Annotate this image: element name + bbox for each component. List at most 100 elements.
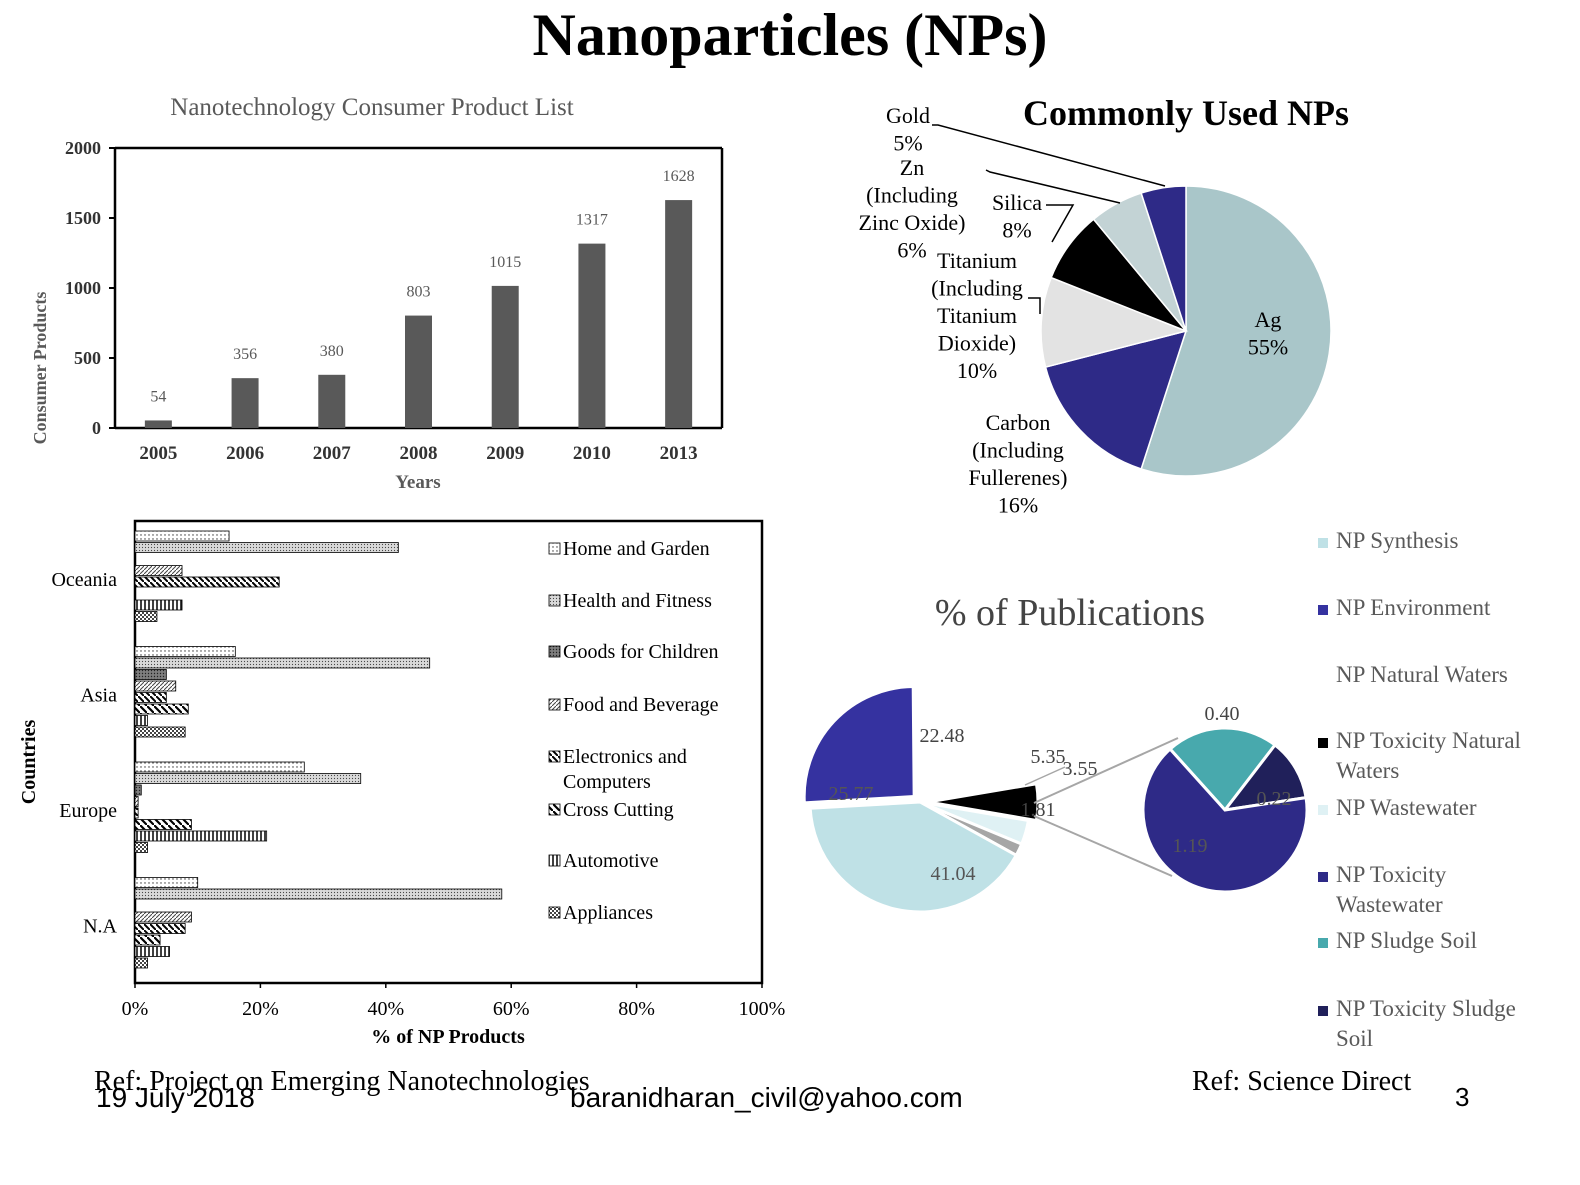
pie-leader-line xyxy=(1046,204,1075,243)
hbar-legend-label: Cross Cutting xyxy=(563,799,674,821)
publication-pie-data-label: 1.81 xyxy=(1021,799,1056,821)
publication-secondary-slice xyxy=(1168,726,1278,813)
hbar xyxy=(134,669,167,680)
publication-legend-label: NP Sludge Soil xyxy=(1336,928,1477,953)
bar-data-label: 380 xyxy=(320,343,344,360)
hbar-legend-swatch xyxy=(548,854,561,867)
hbar xyxy=(134,657,431,669)
hbar xyxy=(134,888,503,900)
bar-chart-y-tick-label: 2000 xyxy=(65,138,101,158)
hbar xyxy=(134,599,183,611)
hbar xyxy=(134,830,268,842)
hbar xyxy=(134,773,362,784)
publication-pie-slice xyxy=(917,690,1031,804)
bar-chart-x-tick-label: 2008 xyxy=(400,443,438,464)
hbar xyxy=(134,946,170,957)
secondary-data-label: 0.22 xyxy=(1257,788,1292,810)
bar-chart-x-tick-label: 2009 xyxy=(486,443,524,464)
commonly-used-nps-pie-chart: Commonly Used NPs Ag 55% Carbon (Including F… xyxy=(859,93,1349,518)
publications-chart-title: % of Publications xyxy=(935,592,1205,634)
bar xyxy=(231,378,259,428)
publication-legend-swatch xyxy=(1318,805,1328,815)
publication-pie-data-label: 41.04 xyxy=(931,863,976,885)
hbar xyxy=(134,796,139,807)
hbar-x-axis-label: % of NP Products xyxy=(371,1026,525,1048)
publication-secondary-slice xyxy=(1141,746,1309,894)
bar-data-label: 1015 xyxy=(489,254,521,271)
bar-data-label: 1628 xyxy=(663,168,695,185)
bar-data-label: 54 xyxy=(150,388,166,405)
hbar xyxy=(134,761,305,773)
bar-chart-x-tick-label: 2010 xyxy=(573,443,611,464)
hbar xyxy=(134,957,148,969)
bar-chart-y-tick-label: 500 xyxy=(74,348,101,368)
bar xyxy=(665,200,693,428)
publication-legend-swatch xyxy=(1318,672,1328,682)
publication-legend-label: NP Wastewater xyxy=(1336,795,1477,820)
pie-label-leader xyxy=(1024,766,1066,786)
publication-pie-data-label: 3.55 xyxy=(1063,758,1098,780)
hbar-legend-swatch xyxy=(548,698,561,711)
hbar-legend-label: Appliances xyxy=(563,902,653,924)
pie-slice xyxy=(1040,276,1189,368)
hbar xyxy=(134,530,230,542)
hbar-x-tick-label: 40% xyxy=(367,998,404,1020)
secondary-data-label: 1.19 xyxy=(1173,835,1208,857)
slide-title: Nanoparticles (NPs) xyxy=(532,2,1048,68)
hbar-x-tick-label: 0% xyxy=(122,998,149,1020)
hbar xyxy=(134,842,148,853)
bar-chart-x-tick-label: 2013 xyxy=(660,443,698,464)
publication-legend-swatch xyxy=(1318,872,1328,882)
hbar-legend-swatch xyxy=(548,906,561,919)
hbar xyxy=(134,611,158,622)
hbar-category-label: N.A xyxy=(83,915,117,937)
publication-legend-label: NP Natural Waters xyxy=(1336,662,1508,687)
ref-left: Ref: Project on Emerging Nanotechnologie… xyxy=(94,1066,590,1097)
publication-pie-data-label: 22.48 xyxy=(920,725,965,747)
publication-legend-swatch xyxy=(1318,738,1328,748)
hbar-legend-swatch xyxy=(548,594,561,607)
publications-pie-of-pie-chart: % of Publications 41.04 25.77 22.48 5.353.5… xyxy=(802,528,1521,1051)
hbar-legend-label: Food and Beverage xyxy=(563,694,719,716)
hbar-legend-swatch xyxy=(548,645,561,658)
publication-legend-swatch xyxy=(1318,1006,1328,1016)
publication-legend-label: NP Toxicity Wastewater xyxy=(1336,862,1447,917)
pie-slice-label: Zn (Including Zinc Oxide) 6% xyxy=(859,155,966,263)
bar-chart-x-axis-label: Years xyxy=(395,472,440,493)
hbar xyxy=(134,819,192,830)
publication-legend-swatch xyxy=(1318,605,1328,615)
hbar xyxy=(134,680,177,692)
hbar xyxy=(134,877,199,888)
hbar-legend-swatch xyxy=(548,803,561,816)
bar-chart-y-tick-label: 0 xyxy=(92,418,101,438)
bar xyxy=(405,315,432,428)
hbar-x-tick-label: 60% xyxy=(493,998,530,1020)
hbar xyxy=(134,807,139,819)
pie-slice-label: Gold 5% xyxy=(886,103,930,156)
pie-connector-line xyxy=(1033,815,1173,877)
hbar xyxy=(134,726,186,738)
consumer-products-bar-chart: Nanotechnology Consumer Product List Con… xyxy=(30,94,724,493)
bar-chart-y-tick-label: 1500 xyxy=(65,208,101,228)
hbar xyxy=(134,703,189,715)
hbar xyxy=(134,784,142,796)
hbar xyxy=(134,911,192,923)
publication-legend-swatch xyxy=(1318,938,1328,948)
bar-chart-x-tick-label: 2007 xyxy=(313,443,352,464)
pie-chart-title: Commonly Used NPs xyxy=(1023,93,1349,133)
hbar xyxy=(134,576,280,588)
publication-pie-slice xyxy=(802,685,916,805)
bar-chart-x-tick-label: 2005 xyxy=(139,443,177,464)
hbar-x-tick-label: 100% xyxy=(739,998,786,1020)
pie-leader-line xyxy=(932,124,1166,187)
bar-chart-y-axis-label: Consumer Products xyxy=(30,292,50,445)
hbar-legend-swatch xyxy=(548,750,561,763)
publication-pie-data-label: 5.35 xyxy=(1031,746,1066,768)
publication-legend-swatch xyxy=(1318,538,1328,548)
hbar xyxy=(134,923,186,934)
pie-slice xyxy=(1140,185,1187,332)
hbar-legend-label: Home and Garden xyxy=(563,538,710,560)
pie-slice-label: Silica 8% xyxy=(992,190,1042,243)
hbar-x-tick-label: 80% xyxy=(618,998,655,1020)
pie-slice xyxy=(1140,185,1332,477)
